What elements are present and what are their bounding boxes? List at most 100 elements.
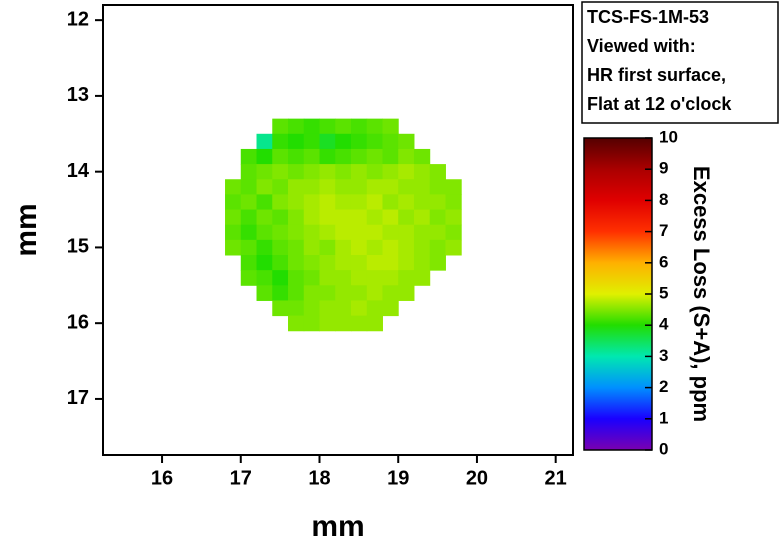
x-tick-label: 16 <box>151 467 173 489</box>
heatmap-cell <box>256 239 273 256</box>
heatmap-cell <box>240 239 258 256</box>
heatmap-cell <box>350 285 368 301</box>
heatmap-cell <box>288 164 305 180</box>
colorbar-tick-label: 5 <box>659 283 668 302</box>
heatmap-cell <box>319 224 336 241</box>
heatmap-cell <box>288 255 305 271</box>
heatmap-cell <box>240 164 258 180</box>
heatmap-cell <box>382 194 399 211</box>
heatmap-cell <box>335 315 352 332</box>
heatmap-cell <box>398 255 415 271</box>
heatmap-cell <box>240 194 258 211</box>
y-tick-label: 16 <box>67 311 89 333</box>
heatmap-cell <box>303 194 320 211</box>
heatmap-cell <box>240 270 258 286</box>
heatmap-cell <box>240 209 258 226</box>
heatmap-cell <box>335 255 352 271</box>
annotation-line: TCS-FS-1M-53 <box>587 7 709 27</box>
colorbar-tick-label: 2 <box>659 377 668 396</box>
heatmap-cell <box>335 300 352 317</box>
heatmap-cell <box>445 209 462 226</box>
colorbar-tick-label: 3 <box>659 346 668 365</box>
heatmap-cell <box>413 179 431 195</box>
heatmap-cell <box>335 194 352 211</box>
heatmap-cell <box>319 315 336 332</box>
heatmap-cell <box>413 164 431 180</box>
heatmap-cell <box>413 255 431 271</box>
heatmap-cell <box>240 224 258 241</box>
heatmap-cell <box>366 133 383 150</box>
heatmap-cell <box>335 239 352 256</box>
heatmap-cell <box>256 224 273 241</box>
x-tick-label: 18 <box>308 467 330 489</box>
heatmap-cell <box>445 179 462 195</box>
heatmap-cell <box>319 255 336 271</box>
heatmap-cell <box>335 224 352 241</box>
heatmap-cell <box>413 239 431 256</box>
heatmap-cell <box>272 194 289 211</box>
colorbar-tick-label: 0 <box>659 439 668 458</box>
heatmap-cell <box>398 270 415 286</box>
heatmap-cell <box>382 148 399 165</box>
heatmap-cell <box>366 179 383 195</box>
heatmap-cell <box>429 255 446 271</box>
heatmap-cell <box>319 194 336 211</box>
heatmap-cell <box>303 285 320 301</box>
y-tick-label: 14 <box>67 160 90 182</box>
heatmap-cell <box>366 255 383 271</box>
heatmap-cell <box>382 255 399 271</box>
heatmap-cell <box>382 179 399 195</box>
heatmap-cell <box>319 285 336 301</box>
heatmap-cell <box>319 118 336 135</box>
heatmap-cell <box>319 179 336 195</box>
heatmap-cell <box>225 209 242 226</box>
heatmap-cell <box>382 164 399 180</box>
heatmap-cell <box>288 179 305 195</box>
heatmap-cell <box>303 118 320 135</box>
colorbar-tick-label: 7 <box>659 221 668 240</box>
heatmap-cell <box>335 270 352 286</box>
heatmap-cell <box>288 300 305 317</box>
heatmap-cell <box>398 209 415 226</box>
heatmap-cell <box>256 209 273 226</box>
heatmap-cell <box>382 285 399 301</box>
heatmap-cell <box>382 270 399 286</box>
heatmap-cell <box>272 300 289 317</box>
heatmap-cell <box>429 179 446 195</box>
heatmap-cell <box>350 194 368 211</box>
y-axis-label: mm <box>10 203 43 256</box>
colorbar-tick-label: 8 <box>659 190 668 209</box>
heatmap-cell <box>288 118 305 135</box>
heatmap-cell <box>350 239 368 256</box>
heatmap-cell <box>272 239 289 256</box>
heatmap-cell <box>303 239 320 256</box>
colorbar-tick-label: 1 <box>659 408 668 427</box>
heatmap-cell <box>288 239 305 256</box>
heatmap-cell <box>398 179 415 195</box>
heatmap-cell <box>319 133 336 150</box>
heatmap-cell <box>225 239 242 256</box>
x-tick-label: 17 <box>230 467 252 489</box>
heatmap-cell <box>429 209 446 226</box>
heatmap-cell <box>335 148 352 165</box>
heatmap-cell <box>272 148 289 165</box>
heatmap-cell <box>366 239 383 256</box>
heatmap-cell <box>256 194 273 211</box>
heatmap-cell <box>382 224 399 241</box>
heatmap-cell <box>272 270 289 286</box>
heatmap-cell <box>350 118 368 135</box>
heatmap-cell <box>256 270 273 286</box>
heatmap-cell <box>272 285 289 301</box>
heatmap-cell <box>429 224 446 241</box>
heatmap-cell <box>319 239 336 256</box>
heatmap-cell <box>366 270 383 286</box>
x-axis-label: mm <box>311 510 364 543</box>
heatmap-cell <box>350 209 368 226</box>
heatmap-cell <box>398 224 415 241</box>
heatmap-cell <box>366 209 383 226</box>
heatmap-cell <box>303 315 320 332</box>
colorbar <box>583 137 653 451</box>
heatmap-cell <box>429 164 446 180</box>
heatmap-cell <box>256 255 273 271</box>
